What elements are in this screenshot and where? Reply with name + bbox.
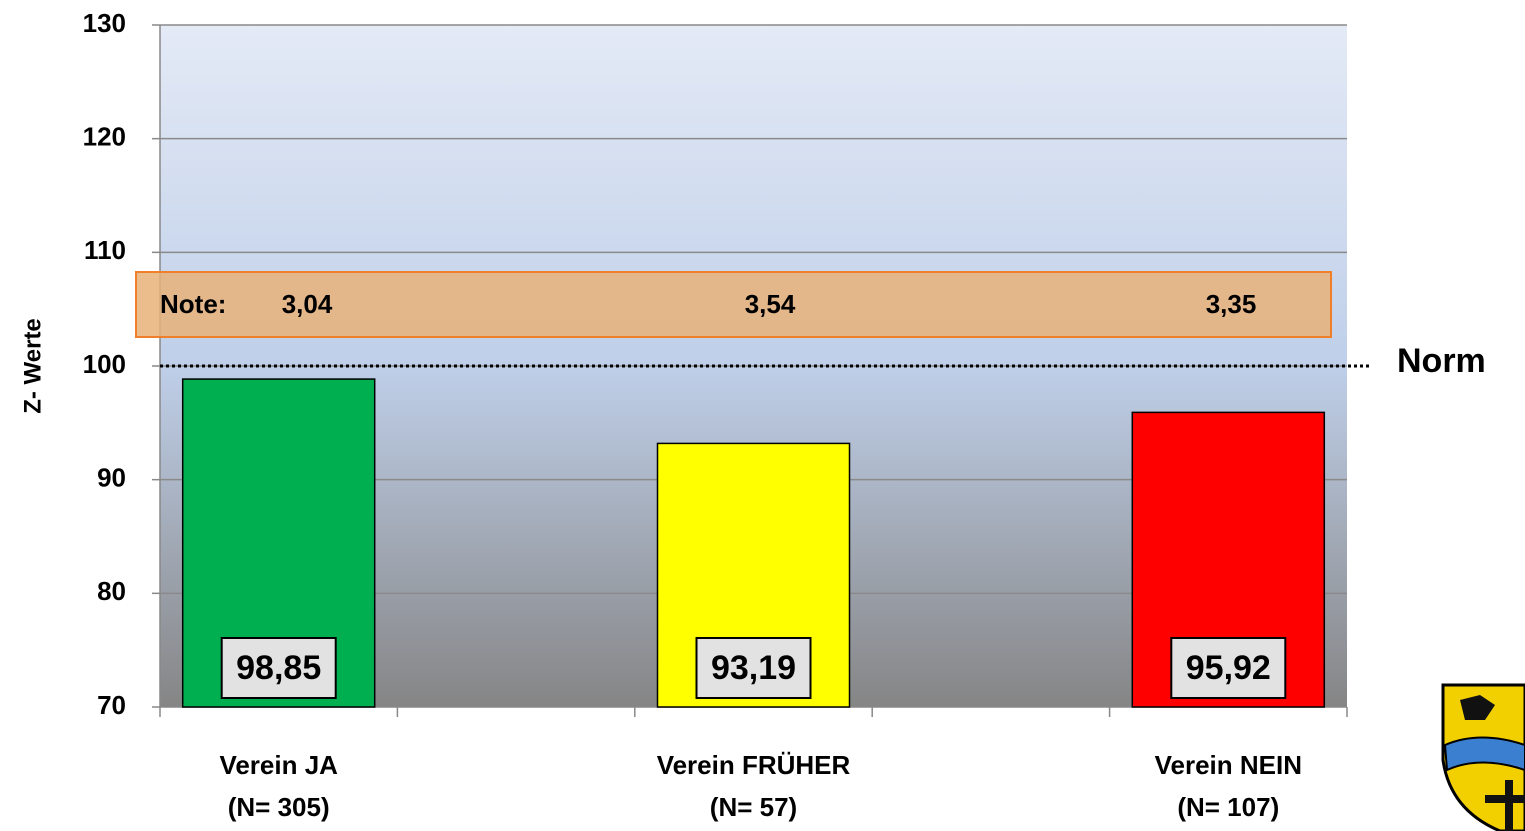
x-tick-label: (N= 107): [1177, 792, 1279, 822]
note-value: 3,04: [282, 289, 333, 319]
y-tick-label: 80: [97, 576, 126, 606]
value-label: 93,19: [711, 649, 796, 687]
x-tick-label: Verein JA: [219, 750, 338, 780]
y-axis-label: Z- Werte: [19, 318, 46, 414]
note-label: Note:: [160, 289, 226, 319]
x-tick-label: Verein FRÜHER: [657, 750, 851, 780]
x-tick-label: (N= 305): [228, 792, 330, 822]
y-tick-label: 90: [97, 463, 126, 493]
value-label-box: [1170, 637, 1287, 699]
value-label: 95,92: [1186, 649, 1271, 687]
y-tick-label: 120: [83, 122, 126, 152]
x-tick-label: (N= 57): [710, 792, 797, 822]
logo: [1441, 683, 1525, 831]
note-band: [135, 271, 1332, 338]
value-label-box: [695, 637, 812, 699]
note-value: 3,35: [1206, 289, 1257, 319]
y-tick-label: 110: [84, 235, 126, 265]
y-tick-label: 130: [83, 8, 126, 38]
y-tick-label: 100: [83, 349, 126, 379]
value-label-box: [220, 637, 337, 699]
y-tick-label: 70: [97, 690, 126, 720]
value-label: 98,85: [236, 649, 321, 687]
x-tick-label: Verein NEIN: [1155, 750, 1302, 780]
note-value: 3,54: [745, 289, 796, 319]
norm-label: Norm: [1397, 342, 1486, 380]
